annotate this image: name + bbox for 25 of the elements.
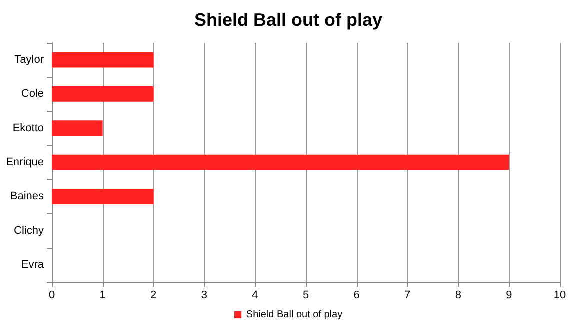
y-tick-label: Evra — [21, 258, 45, 271]
bar — [52, 52, 154, 68]
x-tick-label: 9 — [506, 290, 512, 302]
x-tick-label: 2 — [150, 290, 157, 302]
x-tick-label: 6 — [354, 290, 360, 302]
bar — [52, 188, 154, 204]
y-tick-label: Cole — [21, 88, 44, 100]
x-tick-label: 10 — [554, 290, 566, 302]
y-tick-label: Baines — [10, 190, 44, 203]
y-tick-label: Clichy — [14, 224, 44, 237]
x-tick-label: 1 — [100, 290, 106, 302]
bar — [52, 86, 154, 102]
y-tick-label: Enrique — [6, 156, 44, 168]
y-tick-label: Taylor — [14, 54, 44, 66]
x-tick-label: 4 — [252, 290, 258, 302]
x-tick-label: 0 — [48, 290, 56, 302]
x-tick-label: 8 — [455, 290, 462, 302]
x-tick-label: 7 — [404, 290, 411, 302]
legend-label: Shield Ball out of play — [246, 310, 343, 320]
chart-title: Shield Ball out of play — [194, 10, 383, 30]
y-tick-label: Ekotto — [12, 122, 44, 134]
x-tick-label: 3 — [201, 290, 208, 302]
x-tick-label: 5 — [302, 290, 310, 302]
bar — [52, 154, 510, 170]
bar — [52, 120, 103, 136]
